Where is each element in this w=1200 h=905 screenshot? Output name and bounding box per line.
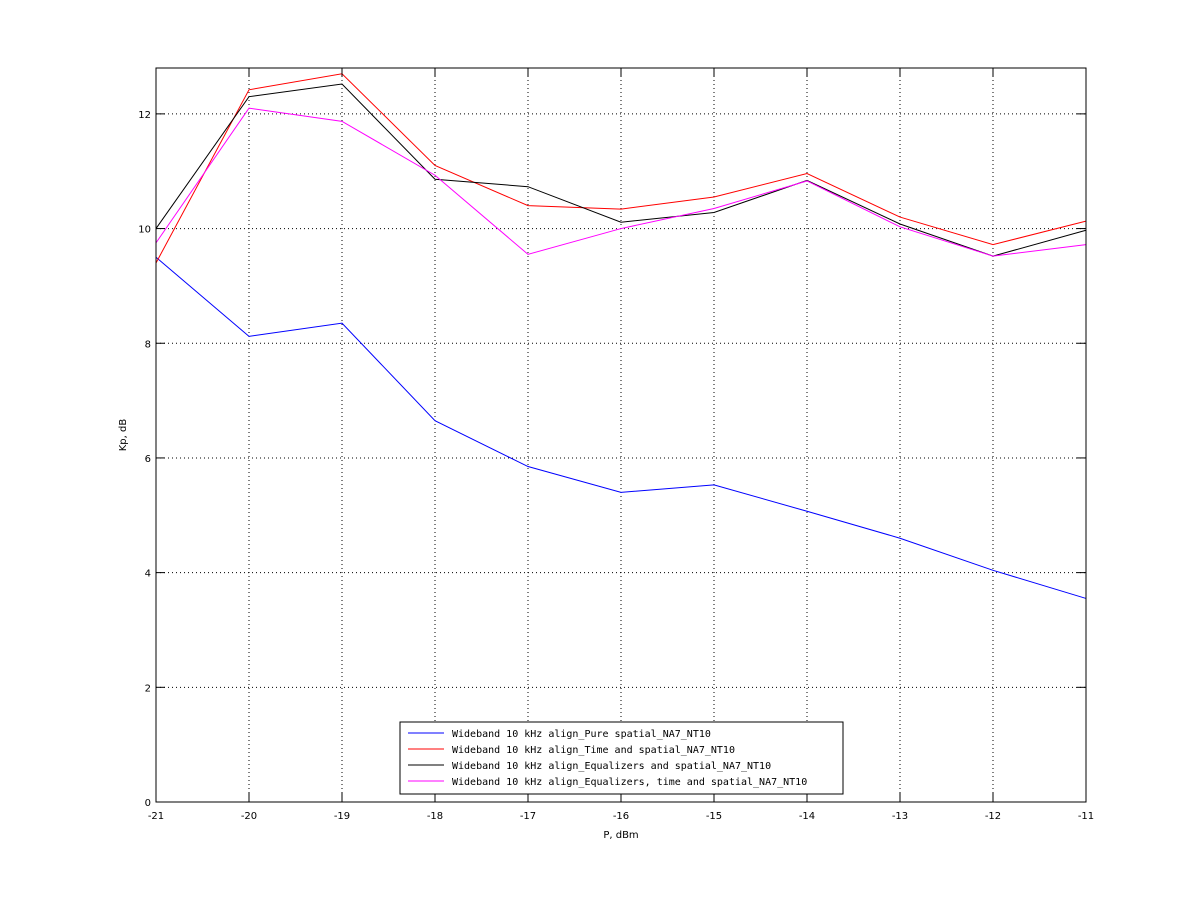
x-tick-label: -19	[334, 811, 350, 822]
series-line-1	[155, 256, 1087, 599]
legend-box	[399, 721, 844, 795]
legend-label: Wideband 10 kHz align_Time and spatial_N…	[452, 745, 735, 756]
y-tick-labels: 0 2 4 6 8 10 12	[138, 110, 151, 809]
axis-ticks	[155, 68, 1087, 803]
series-lines	[155, 73, 1087, 599]
series-line-2	[155, 73, 1087, 264]
x-tick-label: -17	[520, 811, 536, 822]
series-line-3	[155, 83, 1087, 257]
legend-label: Wideband 10 kHz align_Equalizers, time a…	[452, 777, 807, 788]
x-tick-label: -12	[985, 811, 1001, 822]
x-tick-label: -18	[427, 811, 443, 822]
series-line-4	[155, 107, 1087, 257]
x-axis-label: P, dBm	[603, 830, 638, 841]
y-tick-label: 2	[145, 683, 151, 694]
y-tick-label: 0	[145, 798, 151, 809]
legend: Wideband 10 kHz align_Pure spatial_NA7_N…	[399, 721, 844, 795]
legend-label: Wideband 10 kHz align_Pure spatial_NA7_N…	[452, 729, 711, 740]
x-tick-label: -13	[892, 811, 908, 822]
y-tick-label: 8	[145, 339, 151, 350]
x-tick-labels: -21 -20 -19 -18 -17 -16 -15 -14 -13 -12 -11	[148, 811, 1094, 822]
x-tick-label: -11	[1078, 811, 1094, 822]
y-tick-label: 6	[145, 454, 151, 465]
plot-background	[156, 68, 1086, 802]
y-tick-label: 12	[138, 110, 151, 121]
x-tick-label: -16	[613, 811, 629, 822]
x-tick-label: -20	[241, 811, 257, 822]
y-tick-label: 10	[138, 225, 151, 236]
x-tick-label: -14	[799, 811, 815, 822]
legend-label: Wideband 10 kHz align_Equalizers and spa…	[452, 761, 771, 772]
x-tick-label: -15	[706, 811, 722, 822]
x-tick-label: -21	[148, 811, 164, 822]
y-tick-label: 4	[145, 569, 151, 580]
y-axis-label: Kp, dB	[118, 419, 129, 452]
